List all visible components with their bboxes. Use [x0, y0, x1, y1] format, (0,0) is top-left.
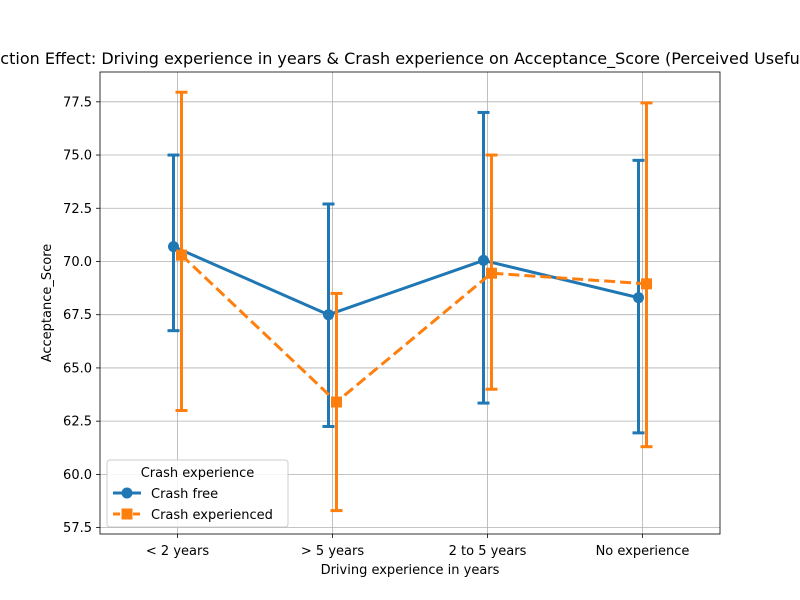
y-tick-label: 60.0: [63, 468, 92, 483]
legend-label: Crash experienced: [151, 508, 273, 523]
y-tick-label: 72.5: [63, 202, 92, 217]
data-point: [478, 255, 489, 266]
y-tick-label: 65.0: [63, 361, 92, 376]
y-tick-label: 67.5: [63, 308, 92, 323]
data-point: [633, 292, 644, 303]
legend: Crash experience Crash free Crash experien…: [107, 460, 288, 527]
legend-marker: [122, 509, 133, 520]
legend-marker: [122, 488, 133, 499]
y-axis-label: Acceptance_Score: [40, 244, 55, 363]
x-axis-label: Driving experience in years: [321, 563, 500, 578]
data-point: [331, 397, 342, 408]
data-point: [641, 278, 652, 289]
chart-title: Interaction Effect: Driving experience i…: [0, 49, 800, 69]
y-tick-label: 62.5: [63, 415, 92, 430]
y-tick-label: 75.0: [63, 149, 92, 164]
y-tick-label: 57.5: [63, 521, 92, 536]
x-tick-label: < 2 years: [146, 544, 209, 559]
x-tick-label: No experience: [596, 544, 690, 559]
data-point: [323, 309, 334, 320]
y-tick-label: 70.0: [63, 255, 92, 270]
data-point: [176, 250, 187, 261]
x-tick-label: 2 to 5 years: [449, 544, 527, 559]
series-line: [182, 255, 647, 402]
x-tick-label: > 5 years: [301, 544, 364, 559]
legend-label: Crash free: [151, 487, 218, 502]
data-point: [486, 268, 497, 279]
series-line: [174, 247, 639, 315]
legend-title: Crash experience: [141, 466, 255, 481]
y-tick-label: 77.5: [63, 95, 92, 110]
